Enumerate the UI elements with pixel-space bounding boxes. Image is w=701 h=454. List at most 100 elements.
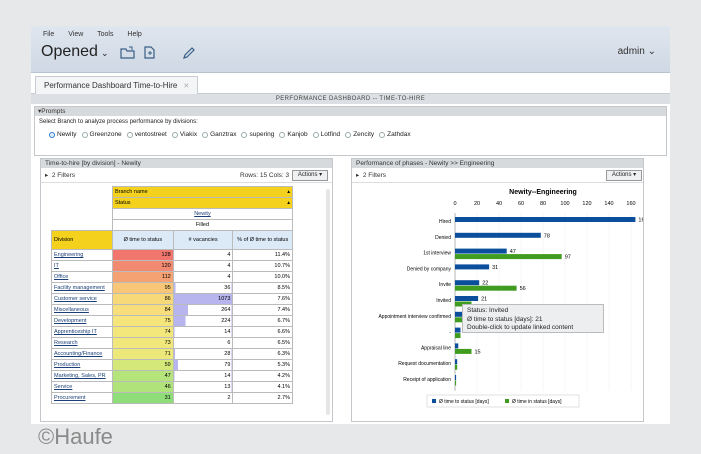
- time-to-status-cell: 71: [111, 348, 174, 360]
- open-folder-button[interactable]: [119, 45, 135, 60]
- data-label: 164: [638, 218, 643, 224]
- radio-button[interactable]: [379, 131, 386, 138]
- category-label: Denied by company: [407, 266, 452, 272]
- branch-option-greenzone[interactable]: Greenzone: [81, 131, 122, 138]
- time-to-status-cell: 46: [111, 381, 174, 393]
- radio-button[interactable]: [171, 131, 178, 138]
- branch-option-newity[interactable]: Newity: [49, 131, 77, 138]
- division-link[interactable]: Engineering: [51, 249, 113, 261]
- bar-time-to-status: [455, 343, 459, 349]
- division-link[interactable]: IT: [51, 260, 113, 272]
- division-link[interactable]: Research: [51, 337, 113, 349]
- radio-label: Kanjob: [287, 131, 308, 138]
- left-actions-label: Actions: [297, 172, 318, 178]
- table-row: IT 120 4 10.7%: [51, 260, 293, 272]
- division-link[interactable]: Customer service: [51, 293, 113, 305]
- vacancies-column-header[interactable]: # vacancies: [172, 230, 234, 250]
- division-link[interactable]: Marketing, Sales, PR: [51, 370, 113, 382]
- vacancies-cell: 1073: [172, 293, 234, 305]
- branch-option-kanjob[interactable]: Kanjob: [279, 131, 308, 138]
- bar-time-in-status: [455, 285, 517, 291]
- rows-cols-count: Rows: 15 Cols: 3: [240, 172, 290, 179]
- bar-time-to-status: [455, 296, 479, 301]
- tab-performance-dashboard[interactable]: Performance Dashboard Time-to-Hire ✕: [35, 76, 199, 94]
- branch-value-link[interactable]: Newity: [111, 208, 294, 220]
- edit-button[interactable]: [181, 45, 197, 60]
- user-menu[interactable]: admin ⌄: [618, 46, 656, 57]
- percent-column-header[interactable]: % of Ø time to status: [232, 230, 293, 250]
- division-link[interactable]: Procurement: [51, 392, 113, 404]
- category-label: Appraisal line: [421, 345, 451, 351]
- radio-button[interactable]: [312, 131, 319, 138]
- branch-option-ganztrax[interactable]: Ganztrax: [202, 131, 236, 138]
- division-column-header[interactable]: Division: [51, 230, 113, 250]
- chart-tooltip: Status: Invited Ø time to status [days]:…: [462, 304, 604, 333]
- division-link[interactable]: Service: [51, 381, 113, 393]
- copyright-watermark: ©Haufe: [38, 424, 113, 449]
- top-toolbar: File View Tools Help Opened ⌄ admin ⌄: [31, 26, 670, 73]
- radio-button[interactable]: [345, 131, 352, 138]
- menu-help[interactable]: Help: [127, 31, 142, 38]
- right-filters-toggle[interactable]: ▸ 2 Filters: [356, 171, 386, 179]
- data-label: 56: [520, 286, 526, 292]
- branch-option-zencity[interactable]: Zencity: [345, 131, 374, 138]
- branch-option-ventostreet[interactable]: ventostreet: [126, 131, 167, 138]
- percent-cell: 5.3%: [232, 359, 293, 371]
- empty-cell: [52, 220, 113, 231]
- data-label: 21: [481, 297, 487, 303]
- close-icon[interactable]: ✕: [183, 83, 190, 90]
- menu-view[interactable]: View: [68, 31, 84, 38]
- bar-time-in-status: [455, 333, 461, 339]
- status-header[interactable]: Status ▴: [111, 197, 294, 209]
- collapse-icon: ▾: [38, 108, 42, 115]
- table-row: Development 75 224 6.7%: [51, 315, 293, 327]
- menu-file[interactable]: File: [43, 31, 55, 38]
- prompts-header[interactable]: ▾Prompts: [35, 107, 666, 116]
- time-to-status-cell: 59: [111, 359, 174, 371]
- vertical-scrollbar[interactable]: [326, 189, 330, 415]
- branch-option-zathdax[interactable]: Zathdax: [379, 131, 411, 138]
- percent-cell: 7.4%: [232, 304, 293, 316]
- division-link[interactable]: Facility management: [51, 282, 113, 294]
- radio-label: Viakix: [179, 131, 198, 138]
- radio-button[interactable]: [81, 131, 88, 138]
- branch-option-supering[interactable]: supering: [241, 131, 274, 138]
- radio-button[interactable]: [202, 131, 209, 138]
- branch-name-header[interactable]: Branch name ▴: [111, 186, 294, 198]
- vacancies-cell: 4: [172, 260, 234, 272]
- chevron-down-icon: ⌄: [647, 46, 656, 57]
- time-column-header[interactable]: Ø time to status: [111, 230, 174, 250]
- left-filters-toggle[interactable]: ▸ 2 Filters: [45, 171, 75, 179]
- radio-button[interactable]: [279, 131, 286, 138]
- right-actions-button[interactable]: Actions ▾: [606, 170, 642, 181]
- radio-button[interactable]: [49, 131, 55, 138]
- division-link[interactable]: Accounting/Finance: [51, 348, 113, 360]
- data-label: 78: [544, 233, 550, 239]
- division-link[interactable]: Office: [51, 271, 113, 283]
- table-row: Service 46 13 4.1%: [51, 381, 293, 393]
- legend-entry: Ø time to status [days]: [439, 399, 489, 405]
- radio-button[interactable]: [126, 131, 133, 138]
- left-actions-button[interactable]: Actions ▾: [292, 170, 328, 181]
- branch-option-lotfind[interactable]: Lotfind: [312, 131, 340, 138]
- vacancies-cell: 4: [172, 271, 234, 283]
- division-link[interactable]: Apprenticeship IT: [51, 326, 113, 338]
- x-tick-label: 100: [560, 201, 569, 207]
- phases-bar-chart: Newity--Engineering 0 20 40 60 80 100 120 140 160…: [378, 189, 643, 408]
- division-link[interactable]: Miscellaneous: [51, 304, 113, 316]
- menu-tools[interactable]: Tools: [97, 31, 114, 38]
- time-to-status-cell: 75: [111, 315, 174, 327]
- new-document-button[interactable]: [141, 45, 157, 60]
- time-to-status-cell: 128: [111, 249, 174, 261]
- division-link[interactable]: Development: [51, 315, 113, 327]
- table-row: Production 59 79 5.3%: [51, 359, 293, 371]
- sort-icon: ▴: [287, 189, 290, 195]
- tab-label: Performance Dashboard Time-to-Hire: [44, 81, 178, 90]
- opened-dropdown[interactable]: Opened ⌄: [41, 43, 108, 61]
- percent-cell: 7.6%: [232, 293, 293, 305]
- division-link[interactable]: Production: [51, 359, 113, 371]
- table-row: Accounting/Finance 71 28 6.3%: [51, 348, 293, 360]
- branch-option-viakix[interactable]: Viakix: [171, 131, 198, 138]
- data-label: 15: [475, 349, 481, 355]
- radio-button[interactable]: [241, 131, 248, 138]
